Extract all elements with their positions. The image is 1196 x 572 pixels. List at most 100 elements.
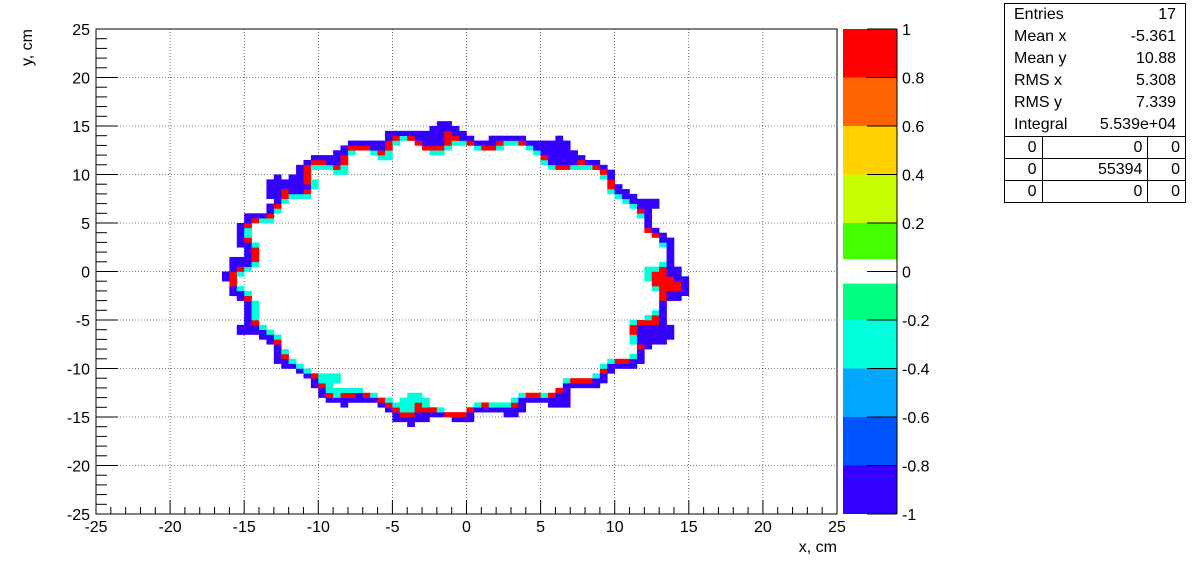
histogram-cell [296, 164, 304, 170]
histogram-cell [259, 324, 267, 330]
histogram-cell [607, 358, 615, 364]
histogram-cell [384, 407, 393, 413]
histogram-cell [392, 407, 401, 413]
histogram-cell [340, 387, 349, 394]
histogram-cell [414, 412, 423, 418]
histogram-cell [570, 155, 578, 161]
histogram-cell [644, 218, 653, 224]
histogram-cell [422, 140, 430, 146]
histogram-cell [518, 407, 527, 413]
stats-label: Integral [1014, 116, 1068, 133]
histogram-cell [636, 213, 645, 219]
histogram-cell [251, 329, 260, 335]
histogram-cell [636, 198, 645, 204]
histogram-cell [266, 329, 275, 335]
histogram-cell [251, 310, 260, 316]
histogram-cell [333, 373, 341, 379]
histogram-cell [562, 397, 571, 403]
histogram-cell [444, 412, 452, 418]
histogram-cell [510, 412, 519, 418]
stats-row: Mean x -5.361 [1005, 26, 1185, 48]
histogram-cell [310, 383, 319, 389]
histogram-cell [229, 256, 238, 263]
histogram-cell [318, 164, 327, 170]
histogram-cell [659, 339, 667, 345]
stats-grid-cell: 0 [1005, 158, 1043, 181]
histogram-cell [355, 140, 364, 146]
histogram-cell [562, 383, 571, 389]
histogram-cell [281, 358, 289, 364]
histogram-cell [355, 397, 364, 403]
histogram-cell [473, 145, 482, 151]
histogram-cell [570, 150, 578, 156]
histogram-cell [296, 363, 304, 369]
histogram-cell [384, 145, 393, 151]
histogram-cell [636, 339, 645, 345]
histogram-cell [318, 392, 327, 398]
histogram-cell [444, 126, 452, 132]
histogram-cell [273, 179, 282, 185]
histogram-cell [318, 159, 327, 166]
histogram-cell [666, 266, 675, 272]
histogram-cell [659, 315, 667, 321]
histogram-cell [466, 412, 475, 418]
y-tick-label: -10 [67, 362, 90, 379]
x-tick-label: -25 [84, 519, 107, 536]
stats-value: 10.88 [1135, 50, 1176, 67]
histogram-cell [244, 242, 252, 248]
histogram-cell [325, 397, 334, 403]
histogram-cell [399, 417, 408, 423]
histogram-cell [244, 310, 252, 316]
histogram-cell [333, 378, 341, 384]
histogram-cell [666, 261, 675, 267]
histogram-cell [562, 402, 571, 408]
histogram-cell [607, 184, 615, 190]
histogram-cell [251, 218, 260, 224]
histogram-cell [562, 140, 571, 146]
histogram-cell [273, 174, 282, 180]
histogram-cell [518, 392, 527, 398]
histogram-cell [288, 174, 297, 180]
histogram-cell [681, 281, 690, 287]
histogram-cell [296, 179, 304, 185]
palette-band [843, 223, 897, 260]
stats-grid-cell: 0 [1147, 158, 1185, 181]
stats-box: Entries 17 Mean x -5.361 Mean y 10.88 RMS x 5.3… [1004, 3, 1186, 203]
histogram-cell [333, 164, 341, 170]
histogram-cell [325, 392, 334, 398]
y-tick-label: 25 [72, 22, 90, 39]
histogram-cell [451, 135, 460, 141]
histogram-cell [659, 286, 667, 292]
histogram-cell [288, 363, 297, 369]
histogram-cell [288, 193, 297, 200]
plot-frame [95, 28, 838, 515]
histogram-cell [251, 242, 260, 248]
histogram-cell [244, 290, 252, 297]
stats-label: Entries [1014, 6, 1064, 23]
histogram-cell [599, 373, 608, 379]
histogram-cell [644, 276, 653, 282]
histogram-cell [310, 155, 319, 161]
histogram-cell [599, 378, 608, 384]
histogram-cell [636, 320, 645, 326]
histogram-cell [607, 368, 615, 374]
colorbar-ticks: -1 -0.8 -0.6 -0.4 -0.2 0 0.2 0.4 0.6 0.8 1 [867, 22, 930, 524]
histogram-cell [577, 155, 586, 161]
histogram-cell [318, 378, 327, 384]
histogram-cell [592, 164, 601, 170]
histogram-cell [473, 140, 482, 146]
histogram-cell [362, 145, 371, 151]
histogram-cell [273, 203, 282, 209]
histogram-cell [273, 198, 282, 204]
histogram-cell [651, 339, 660, 345]
histogram-cell [259, 329, 267, 335]
histogram-cell [340, 169, 349, 175]
histogram-cell [407, 392, 415, 398]
histogram-cell [651, 276, 660, 282]
histogram-cell [392, 402, 401, 408]
histogram-cell [644, 329, 653, 335]
histogram-cell [355, 387, 364, 394]
histogram-cell [303, 373, 312, 379]
histogram-cell [266, 334, 275, 340]
stats-label: RMS y [1014, 94, 1062, 111]
